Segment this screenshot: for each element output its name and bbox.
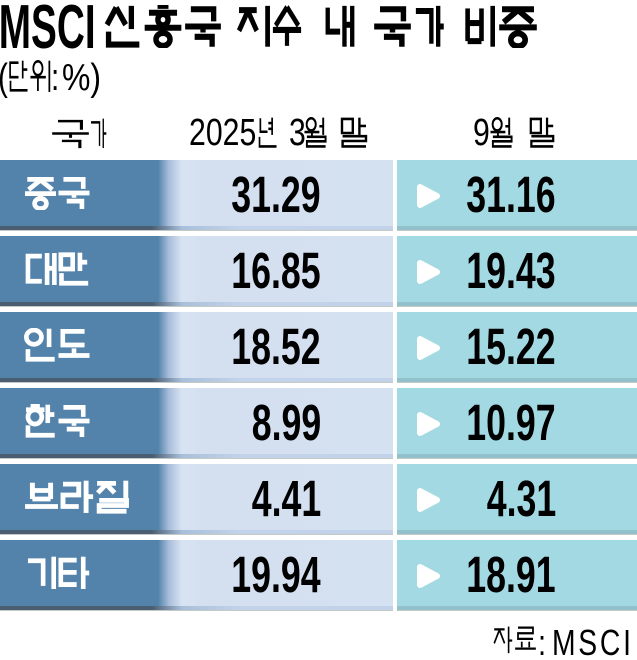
svg-text:%): %) [62,56,101,98]
svg-text:(: ( [0,57,8,98]
svg-text:MSCI: MSCI [552,626,634,660]
svg-text:MSCI: MSCI [0,0,96,56]
svg-text:3: 3 [289,112,306,154]
svg-text::: : [538,626,546,660]
svg-text:9: 9 [473,112,490,154]
svg-text:2025: 2025 [189,112,256,154]
svg-text::: : [51,57,59,98]
